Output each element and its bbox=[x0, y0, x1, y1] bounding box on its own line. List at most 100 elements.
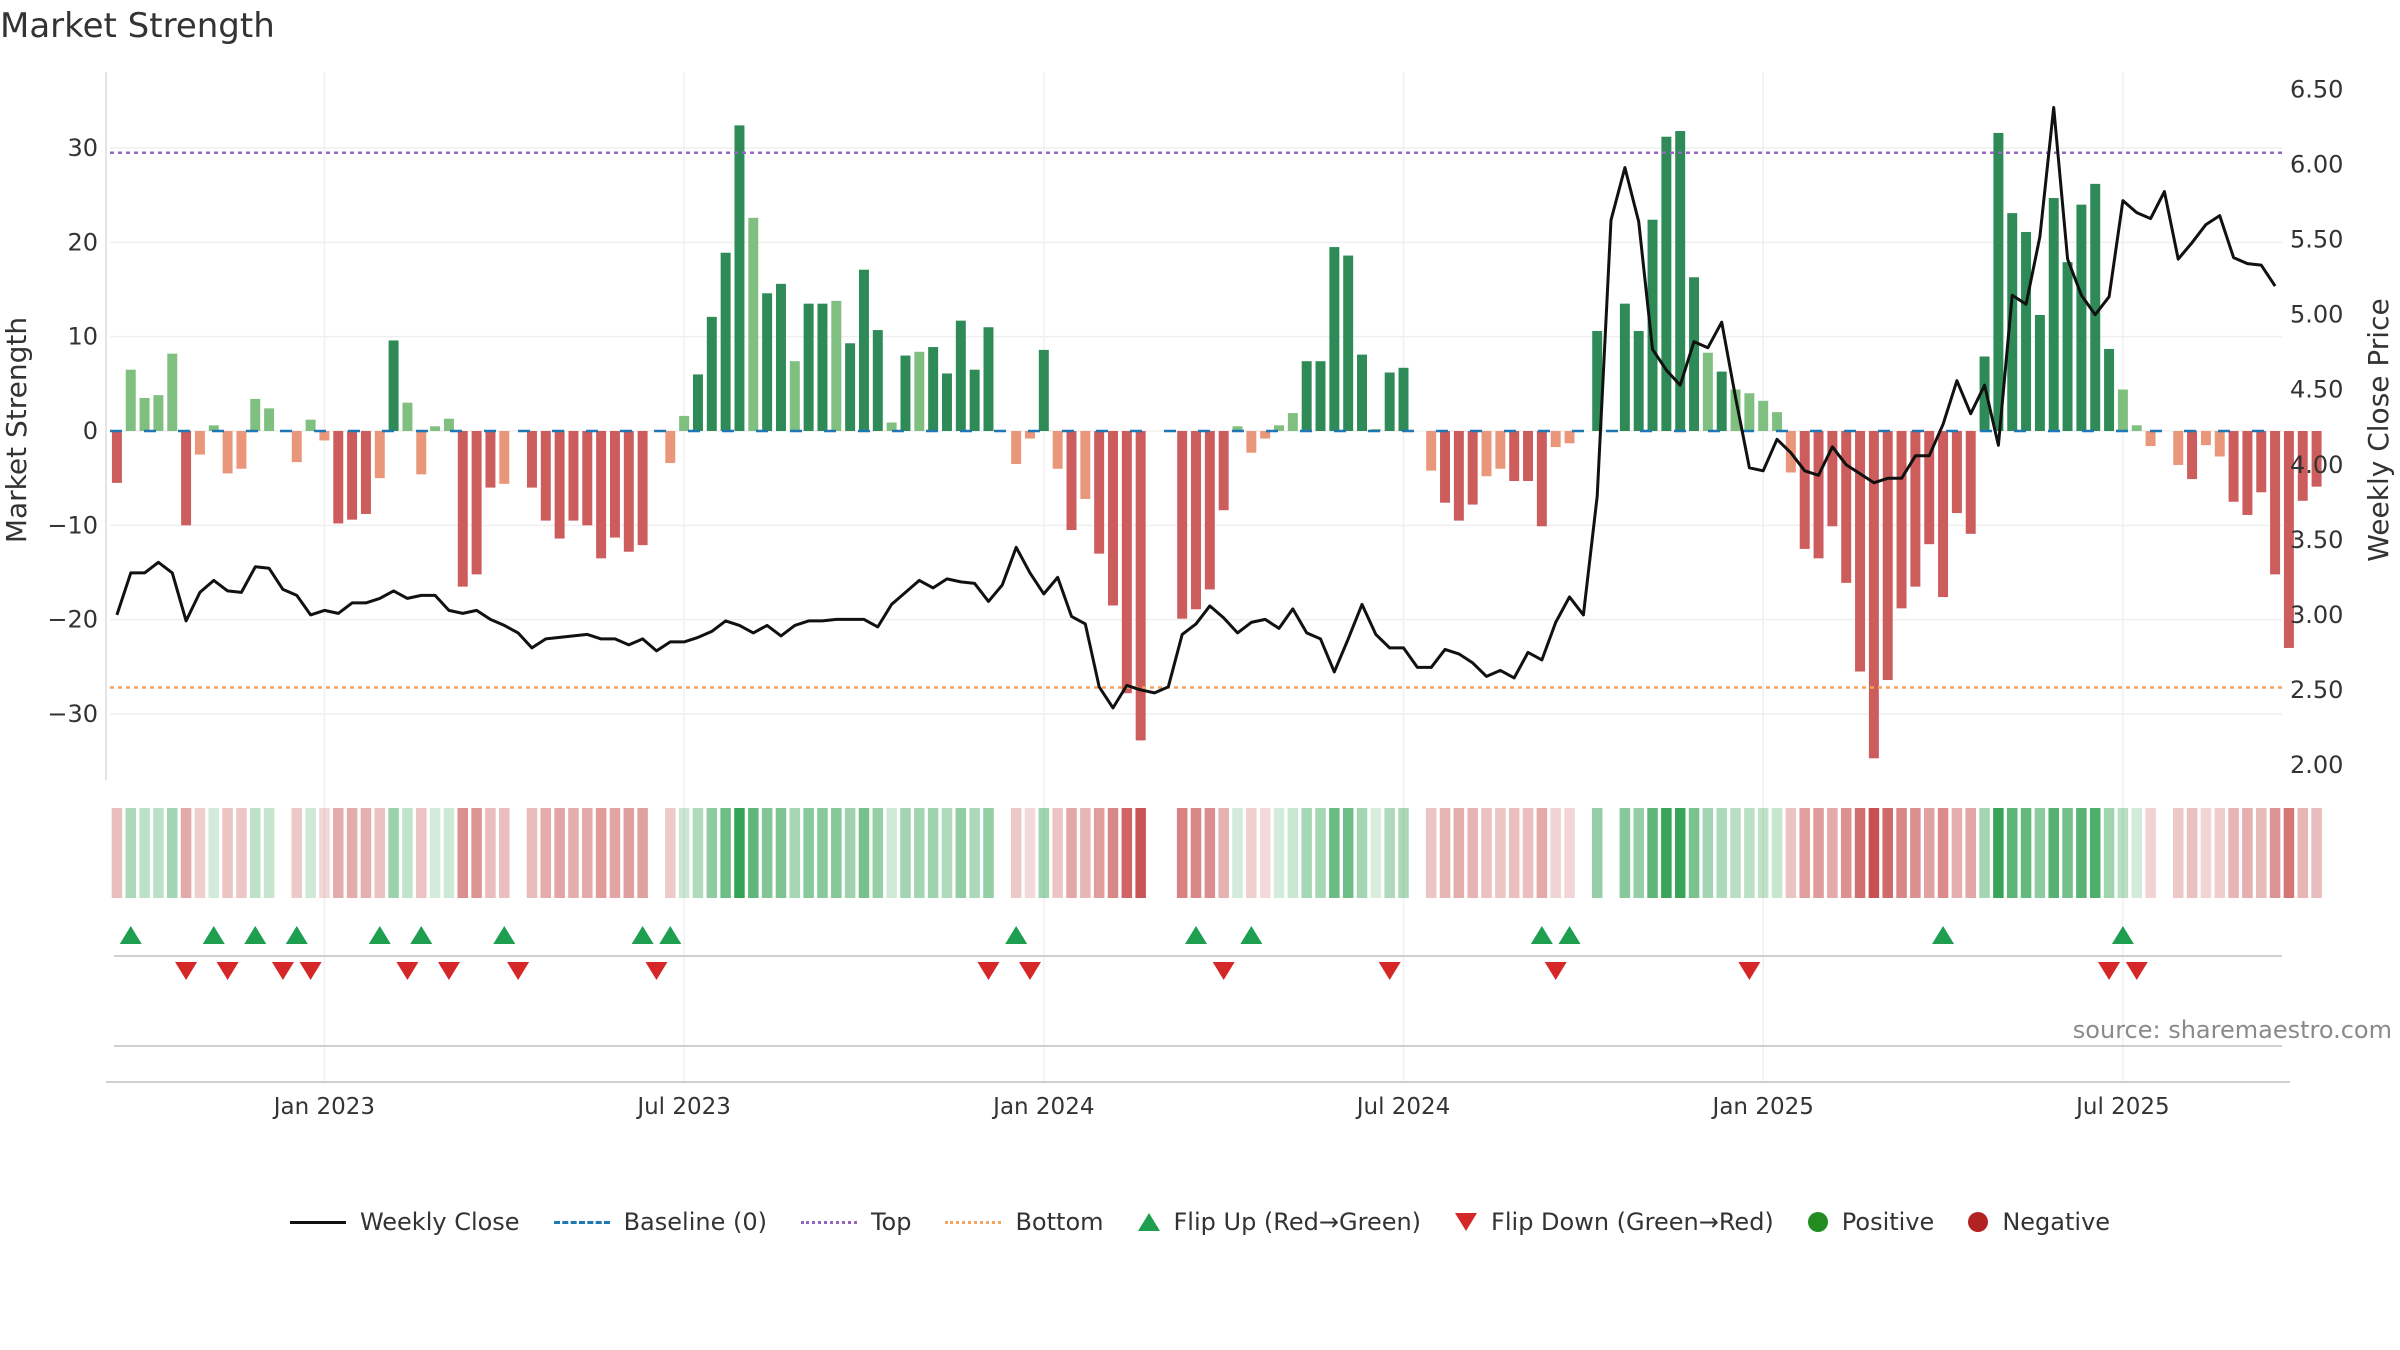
strength-bar bbox=[402, 402, 413, 431]
strength-bar bbox=[720, 252, 731, 431]
heat-cell bbox=[1232, 808, 1243, 898]
strength-bar bbox=[1550, 431, 1561, 448]
strength-bar bbox=[2297, 431, 2308, 501]
y2-tick-label: 6.00 bbox=[2290, 151, 2343, 179]
strength-bar bbox=[928, 347, 939, 431]
heat-cell bbox=[720, 808, 731, 898]
heat-cell bbox=[1342, 808, 1354, 898]
heat-cell bbox=[1965, 808, 1976, 898]
legend-bottom[interactable]: Bottom bbox=[945, 1208, 1104, 1236]
y2-tick-label: 2.00 bbox=[2290, 751, 2343, 779]
heat-cell bbox=[319, 808, 330, 898]
heat-cell bbox=[208, 808, 220, 898]
strength-bar bbox=[1564, 431, 1575, 444]
heat-cell bbox=[1066, 808, 1077, 898]
strength-bar bbox=[499, 431, 510, 484]
strength-bar bbox=[1882, 431, 1893, 681]
heat-cell bbox=[2228, 808, 2239, 898]
heat-cell bbox=[1384, 808, 1395, 898]
strength-bar bbox=[1619, 303, 1630, 431]
legend-flip-down[interactable]: Flip Down (Green→Red) bbox=[1455, 1208, 1774, 1236]
strength-bar bbox=[2090, 183, 2101, 431]
heat-cell bbox=[305, 808, 316, 898]
triangle-up-icon bbox=[1137, 1213, 1160, 1231]
x-tick-label: Jan 2025 bbox=[1711, 1094, 1814, 1120]
legend-negative[interactable]: Negative bbox=[1968, 1208, 2110, 1236]
heat-cell bbox=[734, 808, 745, 898]
flip-down-marker bbox=[299, 962, 322, 980]
heat-cell bbox=[2076, 808, 2087, 898]
strength-bar bbox=[1951, 431, 1962, 514]
heat-cell bbox=[402, 808, 413, 898]
heat-cell bbox=[1287, 808, 1299, 898]
strength-bar bbox=[139, 397, 150, 431]
flip-up-marker bbox=[1240, 926, 1263, 944]
flip-down-marker bbox=[2098, 962, 2121, 980]
strength-bar bbox=[125, 369, 136, 431]
heat-cell bbox=[609, 808, 621, 898]
heat-cell bbox=[817, 808, 828, 898]
y-tick-label: −10 bbox=[47, 511, 98, 539]
green-dot-icon bbox=[1807, 1212, 1828, 1232]
heat-cell bbox=[2159, 808, 2170, 898]
heat-cell bbox=[955, 808, 967, 898]
flip-up-marker bbox=[1932, 926, 1955, 944]
heat-cell bbox=[2283, 808, 2295, 898]
strength-bar bbox=[942, 373, 952, 431]
heat-cell bbox=[125, 808, 137, 898]
heat-cell bbox=[748, 808, 759, 898]
heat-cell bbox=[2255, 808, 2267, 898]
heat-cell bbox=[1536, 808, 1548, 898]
flip-down-marker bbox=[977, 962, 1000, 980]
heat-cell bbox=[1591, 808, 1603, 898]
strength-bar bbox=[1910, 431, 1921, 587]
legend-positive[interactable]: Positive bbox=[1807, 1208, 1934, 1236]
strength-bar bbox=[1813, 431, 1824, 559]
chart-title: Market Strength bbox=[0, 6, 275, 46]
flip-down-marker bbox=[1212, 962, 1235, 980]
legend-top[interactable]: Top bbox=[800, 1208, 911, 1236]
x-tick-label: Jan 2024 bbox=[991, 1094, 1094, 1120]
flip-down-marker bbox=[437, 962, 460, 980]
heat-cell bbox=[651, 808, 662, 898]
heat-cell bbox=[388, 808, 399, 898]
heat-cell bbox=[333, 808, 344, 898]
heat-cell bbox=[1757, 808, 1769, 898]
strength-bar bbox=[789, 361, 800, 431]
strength-bar bbox=[167, 353, 178, 431]
strength-bar bbox=[1287, 413, 1298, 431]
heat-cell bbox=[1522, 808, 1534, 898]
heat-cell bbox=[2297, 808, 2309, 898]
heat-cell bbox=[914, 808, 925, 898]
strength-bar bbox=[900, 355, 911, 431]
heat-cell bbox=[886, 808, 897, 898]
flip-up-marker bbox=[410, 926, 433, 944]
flip-up-marker bbox=[2111, 926, 2134, 944]
heat-cell bbox=[969, 808, 980, 898]
x-tick-label: Jan 2023 bbox=[272, 1094, 375, 1120]
heat-cell bbox=[194, 808, 206, 898]
strength-bar bbox=[969, 369, 980, 431]
heat-cell bbox=[1813, 808, 1824, 898]
strength-bar bbox=[319, 431, 330, 441]
heat-cell bbox=[360, 808, 372, 898]
flip-up-marker bbox=[368, 926, 391, 944]
strength-bar bbox=[762, 293, 773, 431]
legend-flip-up[interactable]: Flip Up (Red→Green) bbox=[1137, 1208, 1421, 1236]
strength-bar bbox=[250, 398, 261, 431]
x-tick-label: Jul 2023 bbox=[635, 1094, 731, 1120]
flip-up-marker bbox=[659, 926, 682, 944]
y2-tick-label: 3.00 bbox=[2290, 601, 2343, 629]
legend-weekly-close[interactable]: Weekly Close bbox=[289, 1208, 520, 1236]
heat-cell bbox=[2103, 808, 2115, 898]
strength-bar bbox=[1426, 431, 1437, 471]
strength-bar bbox=[540, 431, 551, 521]
legend-baseline[interactable]: Baseline (0) bbox=[553, 1208, 767, 1236]
heat-cell bbox=[1107, 808, 1119, 898]
y-axis-label: Market Strength bbox=[0, 317, 33, 543]
strength-bar bbox=[347, 431, 358, 520]
flip-down-marker bbox=[645, 962, 668, 980]
strength-bar bbox=[2145, 431, 2156, 447]
y2-tick-label: 6.50 bbox=[2290, 76, 2343, 104]
weekly-close-line bbox=[115, 106, 2277, 710]
